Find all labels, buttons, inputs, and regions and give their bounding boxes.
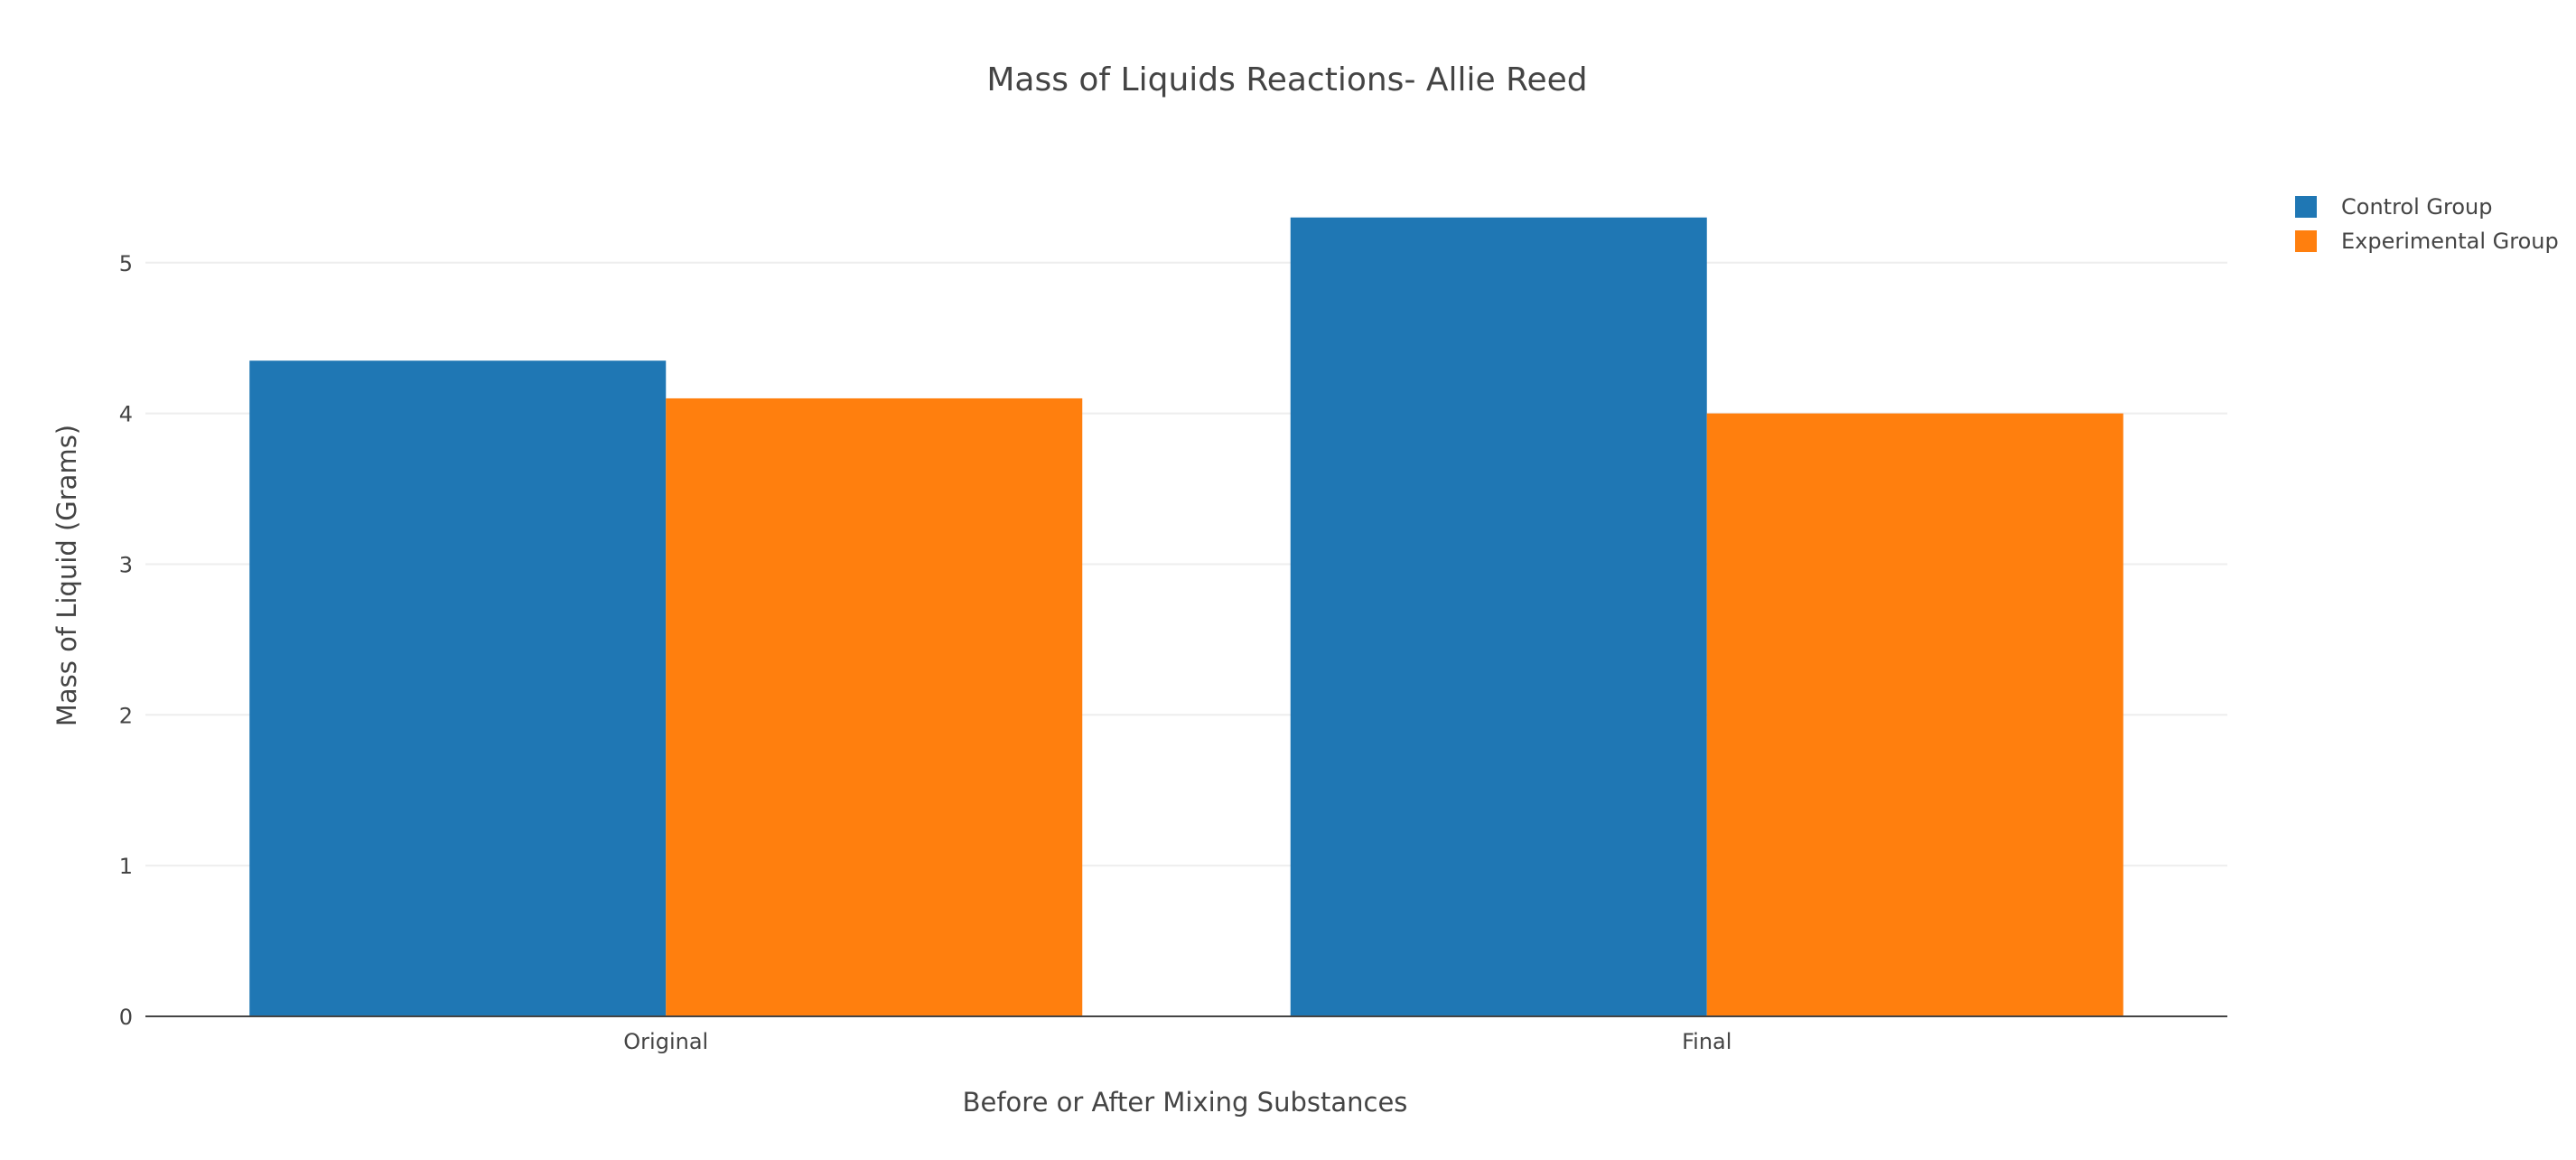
legend-item[interactable]: Experimental Group — [2295, 229, 2559, 254]
legend-swatch — [2295, 196, 2317, 218]
y-axis-title: Mass of Liquid (Grams) — [51, 425, 82, 726]
bar-control-group-original[interactable] — [249, 360, 667, 1016]
y-tick-label: 0 — [119, 1005, 133, 1030]
chart-title: Mass of Liquids Reactions- Allie Reed — [986, 61, 1587, 98]
x-tick-label: Original — [623, 1029, 708, 1054]
legend-swatch — [2295, 230, 2317, 252]
y-axis-ticks: 0 1 2 3 4 5 — [119, 251, 133, 1030]
y-tick-label: 2 — [119, 703, 133, 728]
legend-label: Control Group — [2341, 194, 2492, 220]
y-tick-label: 3 — [119, 552, 133, 577]
y-tick-label: 1 — [119, 854, 133, 879]
bars — [249, 217, 2123, 1017]
legend-label: Experimental Group — [2341, 229, 2559, 254]
bar-experimental-group-original[interactable] — [666, 398, 1083, 1016]
y-tick-label: 5 — [119, 251, 133, 276]
x-axis-title: Before or After Mixing Substances — [963, 1087, 1408, 1118]
bar-experimental-group-final[interactable] — [1706, 413, 2123, 1017]
x-tick-label: Final — [1682, 1029, 1731, 1054]
legend: Control Group Experimental Group — [2295, 194, 2559, 254]
bar-control-group-final[interactable] — [1290, 217, 1707, 1016]
x-axis-ticks: Original Final — [623, 1029, 1731, 1054]
legend-item[interactable]: Control Group — [2295, 194, 2492, 220]
y-tick-label: 4 — [119, 402, 133, 427]
